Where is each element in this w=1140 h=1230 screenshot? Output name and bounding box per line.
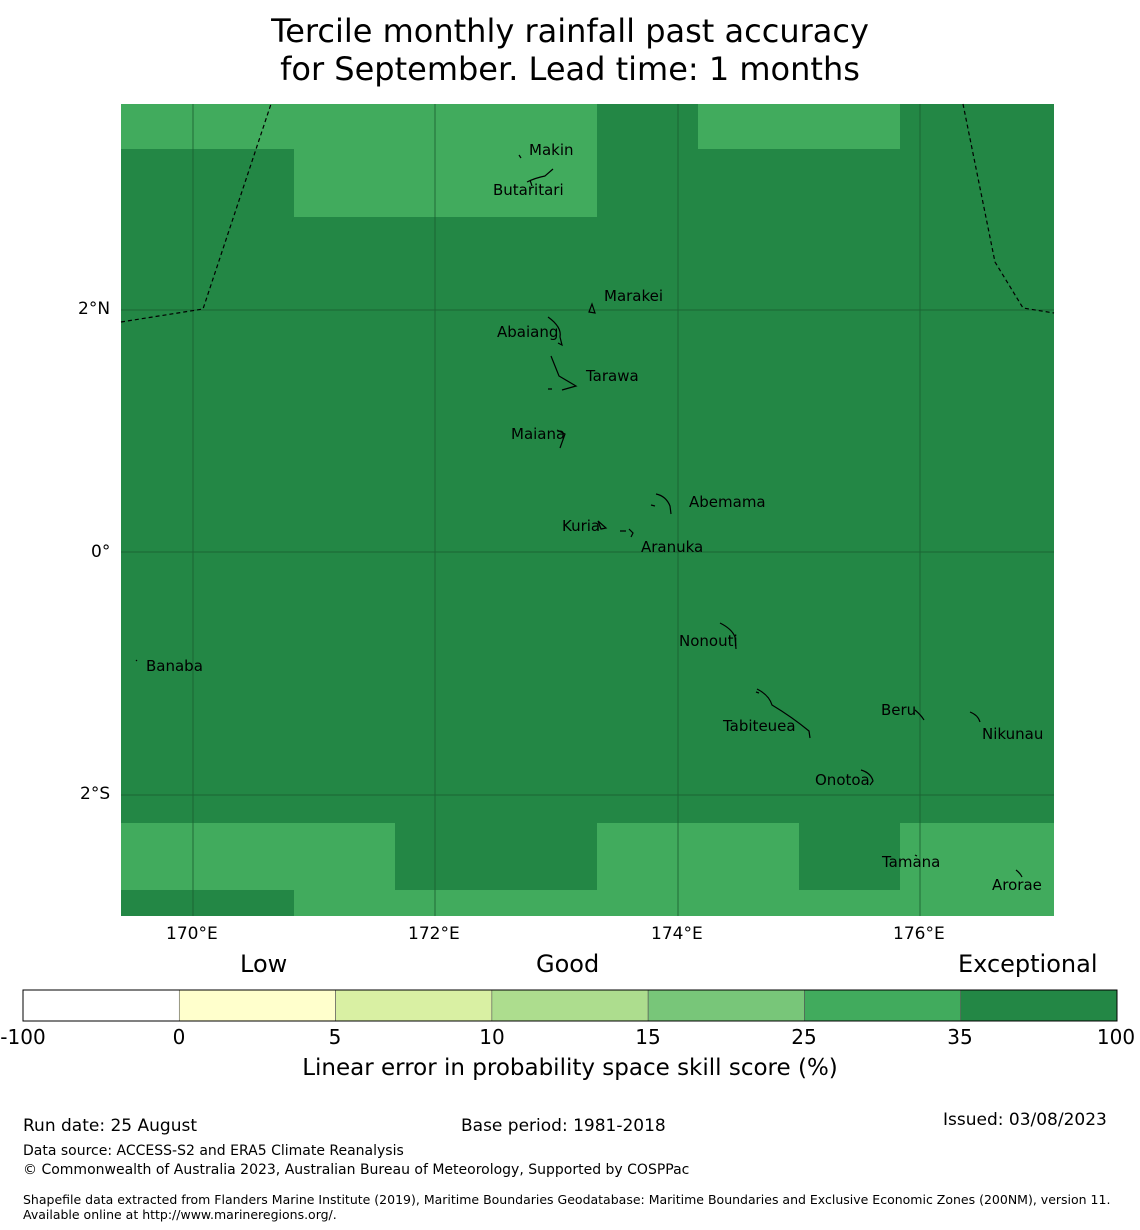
- place-label-tarawa: Tarawa: [585, 367, 639, 385]
- lon-label-170e: 170°E: [166, 924, 218, 944]
- map-title-line1: Tercile monthly rainfall past accuracy: [271, 12, 869, 50]
- place-label-tabiteuea: Tabiteuea: [722, 717, 796, 735]
- colorbar-segment: [178, 989, 336, 1022]
- map-background: [121, 104, 1054, 916]
- skill-cell: [900, 823, 1054, 916]
- skill-cell: [294, 104, 597, 217]
- place-label-makin: Makin: [529, 141, 574, 159]
- shapefile-credit: Shapefile data extracted from Flanders M…: [23, 1192, 1111, 1222]
- lat-label-2n: 2°N: [78, 299, 111, 319]
- island-makin: [518, 154, 522, 159]
- eez-boundary: [120, 103, 272, 323]
- island-aranuka: [620, 528, 634, 538]
- eez-boundary: [962, 103, 1055, 314]
- colorbar-tick: -100: [0, 1025, 46, 1049]
- place-label-kuria: Kuria: [562, 517, 600, 535]
- data-source: Data source: ACCESS-S2 and ERA5 Climate …: [23, 1143, 404, 1159]
- colorbar-category-good: Good: [536, 950, 600, 978]
- base-period: Base period: 1981-2018: [461, 1116, 666, 1136]
- place-label-aranuka: Aranuka: [641, 538, 703, 556]
- colorbar-category-exceptional: Exceptional: [958, 950, 1098, 978]
- island-abaiang: [547, 316, 563, 347]
- colorbar-tick: 15: [635, 1025, 661, 1049]
- lat-label-2s: 2°S: [80, 784, 111, 804]
- skill-cell: [799, 890, 900, 916]
- colorbar-tick: 100: [1096, 1025, 1136, 1049]
- colorbar-segment: [804, 989, 962, 1022]
- island-maiana: [556, 429, 566, 449]
- place-label-marakei: Marakei: [604, 287, 663, 305]
- colorbar: [22, 989, 1118, 1022]
- place-label-abaiang: Abaiang: [497, 323, 558, 341]
- place-label-tamana: Tamana: [881, 853, 940, 871]
- colorbar-segment: [647, 989, 805, 1022]
- island-abemama: [650, 493, 672, 515]
- skill-cell: [121, 823, 395, 890]
- colorbar-tick: 0: [172, 1025, 186, 1049]
- place-label-maiana: Maiana: [511, 425, 565, 443]
- colorbar-tick: 5: [328, 1025, 342, 1049]
- island-tabiteuea: [755, 688, 811, 739]
- colorbar-label: Linear error in probability space skill …: [302, 1055, 838, 1081]
- skill-cell: [395, 890, 597, 916]
- colorbar-segment: [335, 989, 493, 1022]
- island-nonouti: [719, 622, 737, 650]
- island-nikunau: [969, 711, 981, 723]
- place-label-abemama: Abemama: [689, 493, 766, 511]
- place-label-nikunau: Nikunau: [982, 725, 1043, 743]
- place-label-arorae: Arorae: [992, 876, 1042, 894]
- lon-label-174e: 174°E: [651, 924, 703, 944]
- skill-cell: [698, 104, 900, 149]
- colorbar-tick: 25: [791, 1025, 817, 1049]
- skill-map: Makin Butaritari Marakei Abaiang Tarawa …: [120, 103, 1055, 916]
- island-tarawa: [548, 355, 578, 391]
- place-label-beru: Beru: [881, 701, 916, 719]
- lat-label-0: 0°: [91, 542, 111, 562]
- place-label-butaritari: Butaritari: [493, 181, 564, 199]
- island-onotoa: [860, 769, 874, 786]
- skill-cell: [597, 823, 799, 916]
- run-date: Run date: 25 August: [23, 1116, 197, 1136]
- colorbar-category-low: Low: [240, 950, 288, 978]
- issued-date: Issued: 03/08/2023: [943, 1110, 1107, 1130]
- island-kuria: [597, 520, 608, 530]
- place-label-onotoa: Onotoa: [815, 771, 870, 789]
- colorbar-segment: [22, 989, 180, 1022]
- map-title-line2: for September. Lead time: 1 months: [280, 50, 860, 88]
- place-label-nonouti: Nonouti: [679, 632, 738, 650]
- island-marakei: [588, 302, 596, 314]
- island-tamana: [914, 854, 918, 857]
- colorbar-tick: 10: [479, 1025, 505, 1049]
- island-beru: [914, 709, 925, 721]
- skill-cell: [294, 890, 395, 916]
- lon-label-176e: 176°E: [893, 924, 945, 944]
- colorbar-tick: 35: [947, 1025, 973, 1049]
- island-banaba: [135, 659, 138, 662]
- colorbar-segment: [491, 989, 649, 1022]
- copyright: © Commonwealth of Australia 2023, Austra…: [23, 1162, 690, 1178]
- island-butaritari: [526, 168, 554, 187]
- skill-cell: [121, 104, 294, 149]
- island-arorae: [1015, 869, 1023, 878]
- colorbar-segment: [960, 989, 1118, 1022]
- place-label-banaba: Banaba: [146, 657, 203, 675]
- lon-label-172e: 172°E: [408, 924, 460, 944]
